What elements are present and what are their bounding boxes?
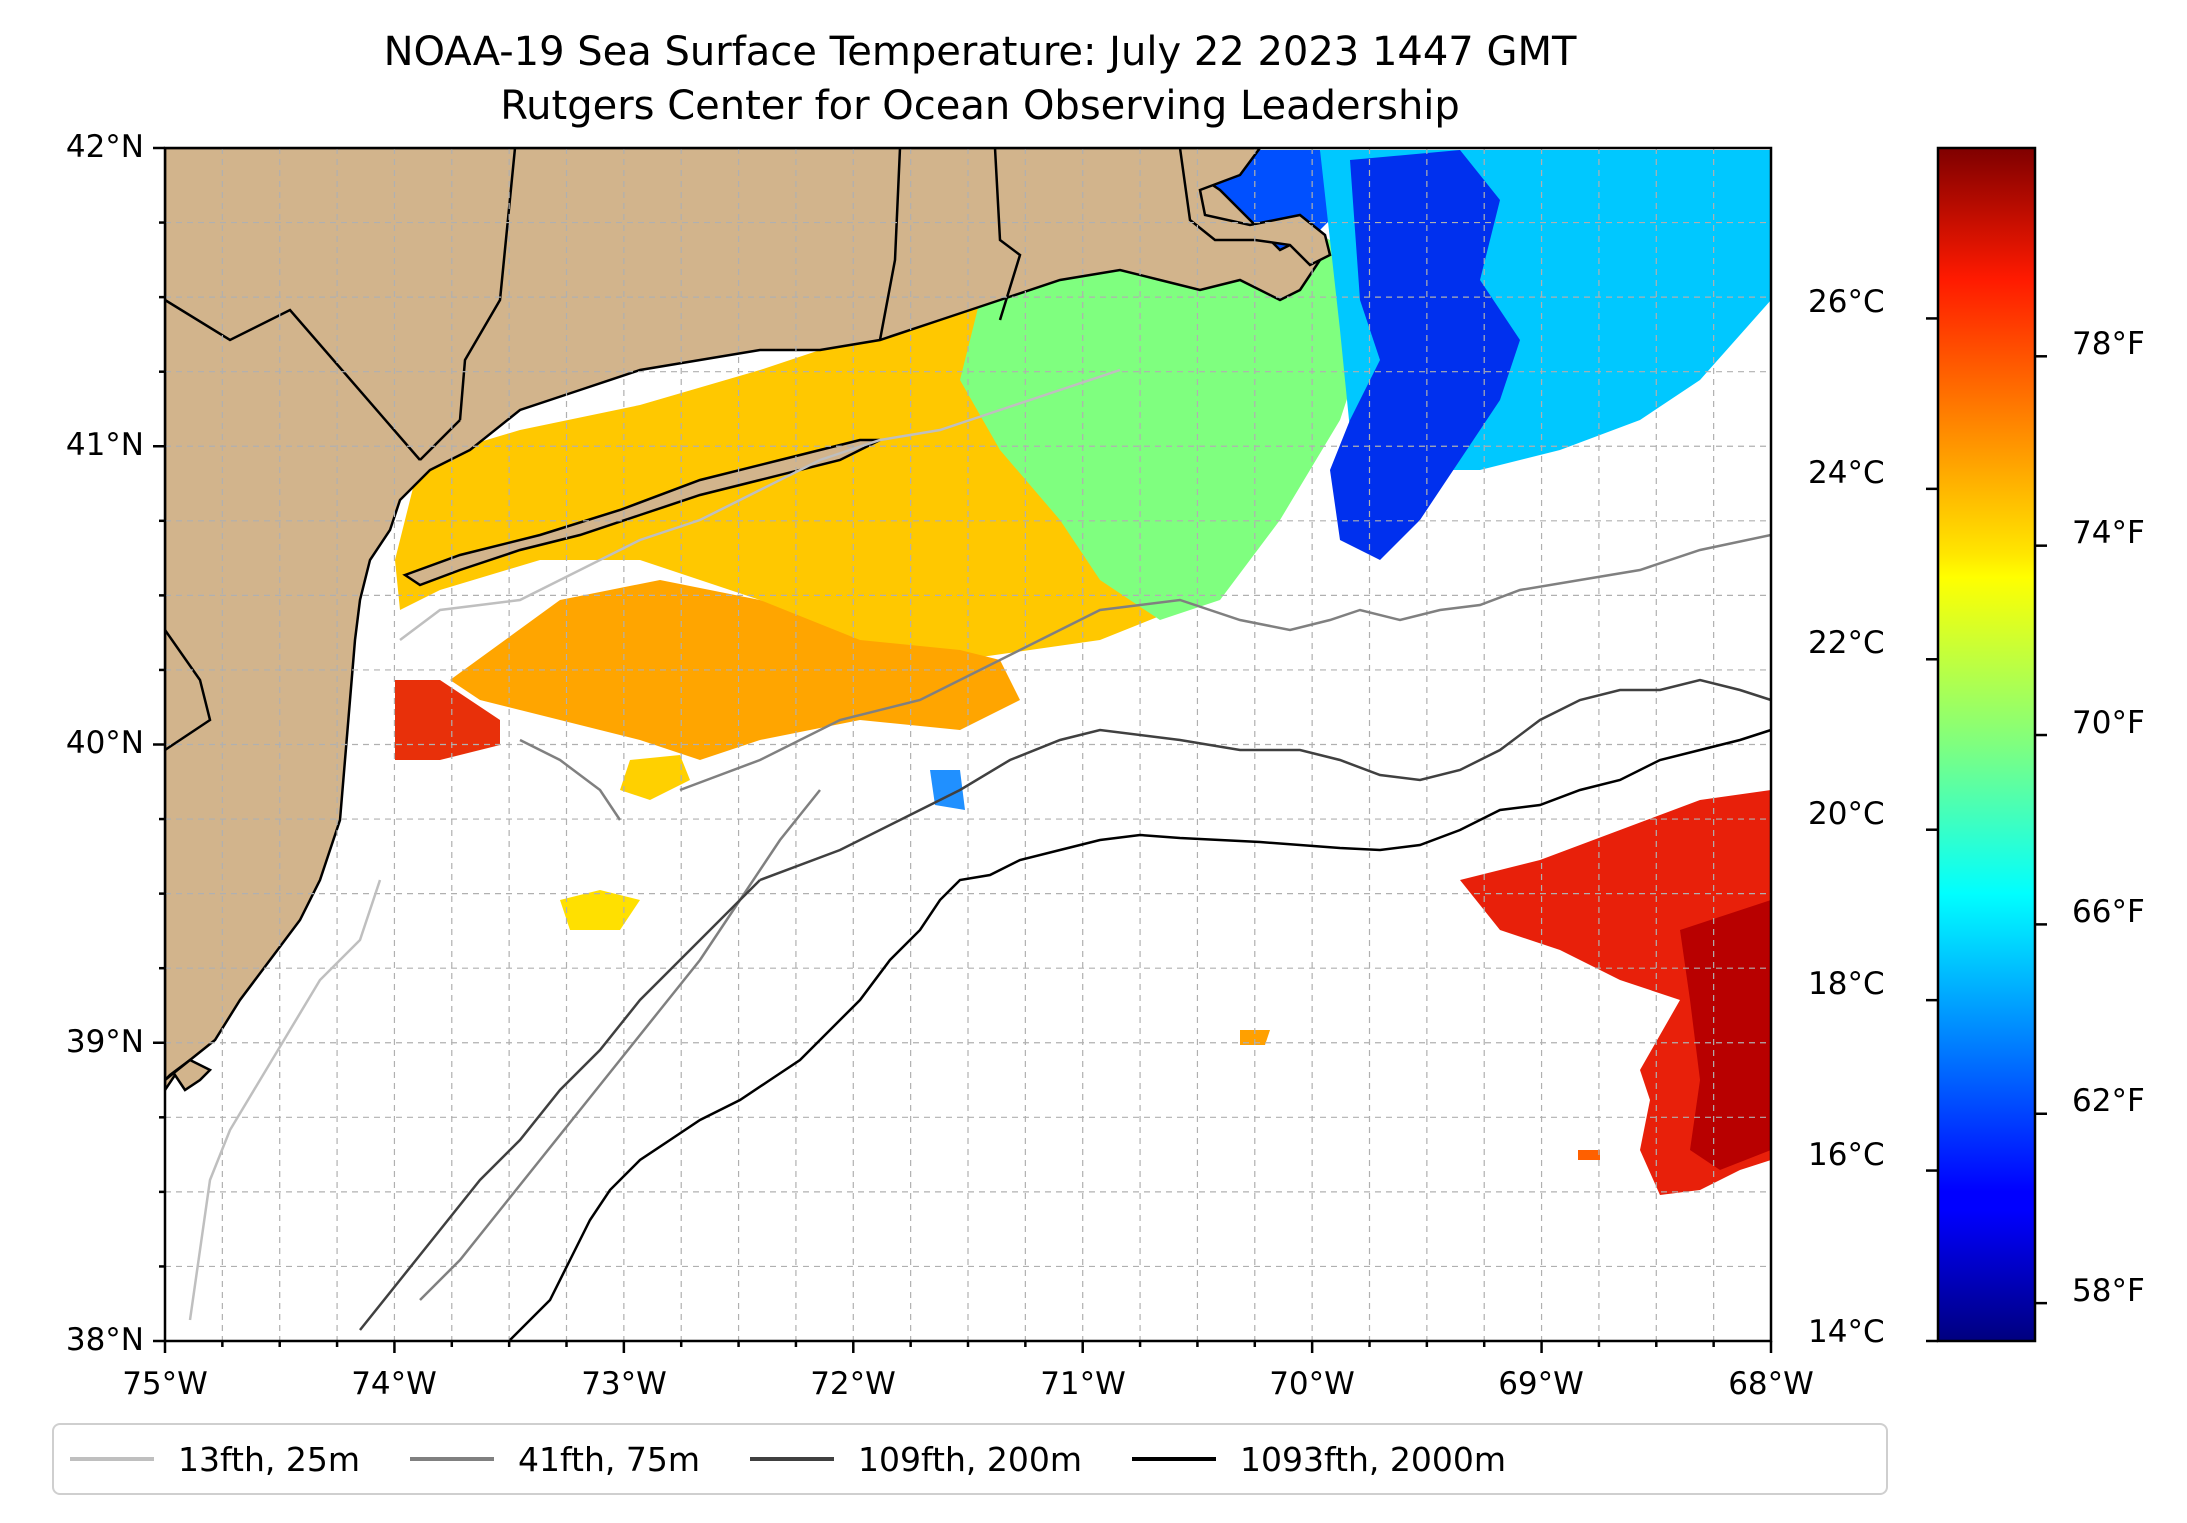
lon-label-73w: 73°W bbox=[581, 1366, 667, 1402]
contour-75m bbox=[419, 533, 1771, 1301]
sst-patch-georges-blue bbox=[1330, 150, 1520, 560]
sst-patch-gulf-stream-red bbox=[1460, 790, 1771, 1195]
fahrenheit-label-70: 70°F bbox=[2072, 705, 2145, 741]
lon-label-71w: 71°W bbox=[1040, 1366, 1126, 1402]
contour-2000m bbox=[509, 728, 1771, 1341]
land-layer bbox=[165, 148, 1332, 1093]
fahrenheit-label-74: 74°F bbox=[2072, 515, 2145, 551]
sst-patch-gulf-stream-dark bbox=[1680, 900, 1771, 1170]
sst-patch-nj-coast-red bbox=[395, 680, 500, 760]
lat-label-40n: 40°N bbox=[65, 725, 144, 761]
axis-ticks bbox=[153, 146, 1773, 1353]
colorbar bbox=[1936, 146, 2037, 1343]
celsius-label-18: 18°C bbox=[1808, 966, 1885, 1002]
fahrenheit-label-78: 78°F bbox=[2072, 326, 2145, 362]
celsius-label-24: 24°C bbox=[1808, 455, 1885, 491]
lon-label-72w: 72°W bbox=[810, 1366, 896, 1402]
legend-item-200m: 109fth, 200m bbox=[750, 1440, 1082, 1479]
lat-label-38n: 38°N bbox=[65, 1322, 144, 1358]
lon-label-68w: 68°W bbox=[1728, 1366, 1814, 1402]
bathymetry-contours bbox=[188, 368, 1771, 1341]
legend-item-75m: 41fth, 75m bbox=[410, 1440, 700, 1479]
lat-label-39n: 39°N bbox=[65, 1024, 144, 1060]
graticule bbox=[165, 148, 1771, 1341]
legend-swatch-75m bbox=[410, 1457, 494, 1461]
legend-label-75m: 41fth, 75m bbox=[518, 1439, 700, 1479]
map-title: NOAA-19 Sea Surface Temperature: July 22… bbox=[383, 29, 1577, 75]
legend-label-2000m: 1093fth, 2000m bbox=[1240, 1439, 1506, 1479]
lon-label-75w: 75°W bbox=[122, 1366, 208, 1402]
legend-swatch-25m bbox=[70, 1457, 154, 1461]
fahrenheit-label-62: 62°F bbox=[2072, 1083, 2145, 1119]
legend-label-200m: 109fth, 200m bbox=[858, 1439, 1082, 1479]
legend-item-2000m: 1093fth, 2000m bbox=[1132, 1440, 1506, 1479]
sst-patch-gulf-maine-green bbox=[960, 235, 1370, 620]
contour-25m bbox=[188, 368, 1121, 1321]
fahrenheit-label-66: 66°F bbox=[2072, 894, 2145, 930]
legend-swatch-2000m bbox=[1132, 1457, 1216, 1461]
sst-patch-small-4 bbox=[1578, 1150, 1600, 1160]
celsius-label-14: 14°C bbox=[1808, 1314, 1885, 1350]
lon-label-69w: 69°W bbox=[1498, 1366, 1584, 1402]
celsius-label-20: 20°C bbox=[1808, 796, 1885, 832]
bathymetry-legend: 13fth, 25m 41fth, 75m 109fth, 200m 1093f… bbox=[52, 1423, 1888, 1495]
sst-patch-shelf-orange bbox=[450, 580, 1020, 760]
celsius-label-16: 16°C bbox=[1808, 1137, 1885, 1173]
land-cape-cod bbox=[1178, 148, 1332, 267]
lat-label-41n: 41°N bbox=[65, 427, 144, 463]
land-nj-south bbox=[165, 1058, 213, 1093]
legend-label-25m: 13fth, 25m bbox=[178, 1439, 360, 1479]
sst-patch-small-1 bbox=[560, 890, 640, 930]
legend-swatch-200m bbox=[750, 1457, 834, 1461]
contour-200m bbox=[359, 678, 1771, 1331]
lon-label-74w: 74°W bbox=[351, 1366, 437, 1402]
lat-label-42n: 42°N bbox=[65, 129, 144, 165]
sst-patch-small-2 bbox=[620, 755, 690, 800]
celsius-label-26: 26°C bbox=[1808, 284, 1885, 320]
map-subtitle: Rutgers Center for Ocean Observing Leade… bbox=[500, 83, 1460, 129]
land-long-island bbox=[402, 438, 881, 587]
colorbar-ticks bbox=[1926, 317, 2047, 1343]
celsius-label-22: 22°C bbox=[1808, 625, 1885, 661]
legend-item-25m: 13fth, 25m bbox=[70, 1440, 360, 1479]
sst-patch-small-3 bbox=[1240, 1030, 1270, 1045]
fahrenheit-label-58: 58°F bbox=[2072, 1273, 2145, 1309]
lon-label-70w: 70°W bbox=[1269, 1366, 1355, 1402]
